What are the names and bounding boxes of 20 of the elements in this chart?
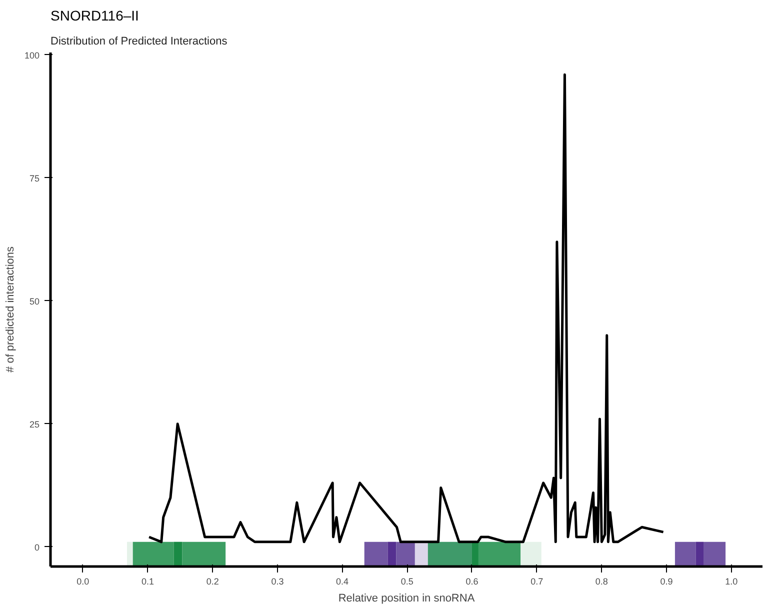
y-tick-label: 75 — [29, 173, 40, 184]
y-tick-label: 100 — [24, 50, 40, 60]
x-tick-label: 0.7 — [530, 576, 544, 586]
y-tick-label: 25 — [29, 419, 40, 430]
y-axis-title: # of predicted interactions — [4, 246, 16, 372]
y-tick-label: 50 — [29, 296, 40, 306]
x-axis-title: Relative position in snoRNA — [338, 592, 476, 604]
x-tick-label: 0.1 — [142, 576, 154, 586]
x-tick-label: 0.6 — [466, 576, 478, 586]
chart-title: SNORD116–II — [50, 8, 139, 24]
y-tick-label: 0 — [34, 542, 40, 552]
x-tick-label: 0.9 — [660, 576, 673, 586]
chart-subtitle: Distribution of Predicted Interactions — [50, 36, 228, 48]
x-tick-label: 0.5 — [400, 576, 414, 586]
x-tick-label: 1.0 — [725, 576, 738, 586]
x-tick-label: 0.4 — [336, 576, 349, 586]
x-tick-label: 0.3 — [271, 576, 284, 586]
x-tick-label: 0.0 — [76, 576, 90, 586]
x-tick-label: 0.2 — [206, 576, 219, 586]
x-tick-label: 0.8 — [595, 576, 608, 586]
